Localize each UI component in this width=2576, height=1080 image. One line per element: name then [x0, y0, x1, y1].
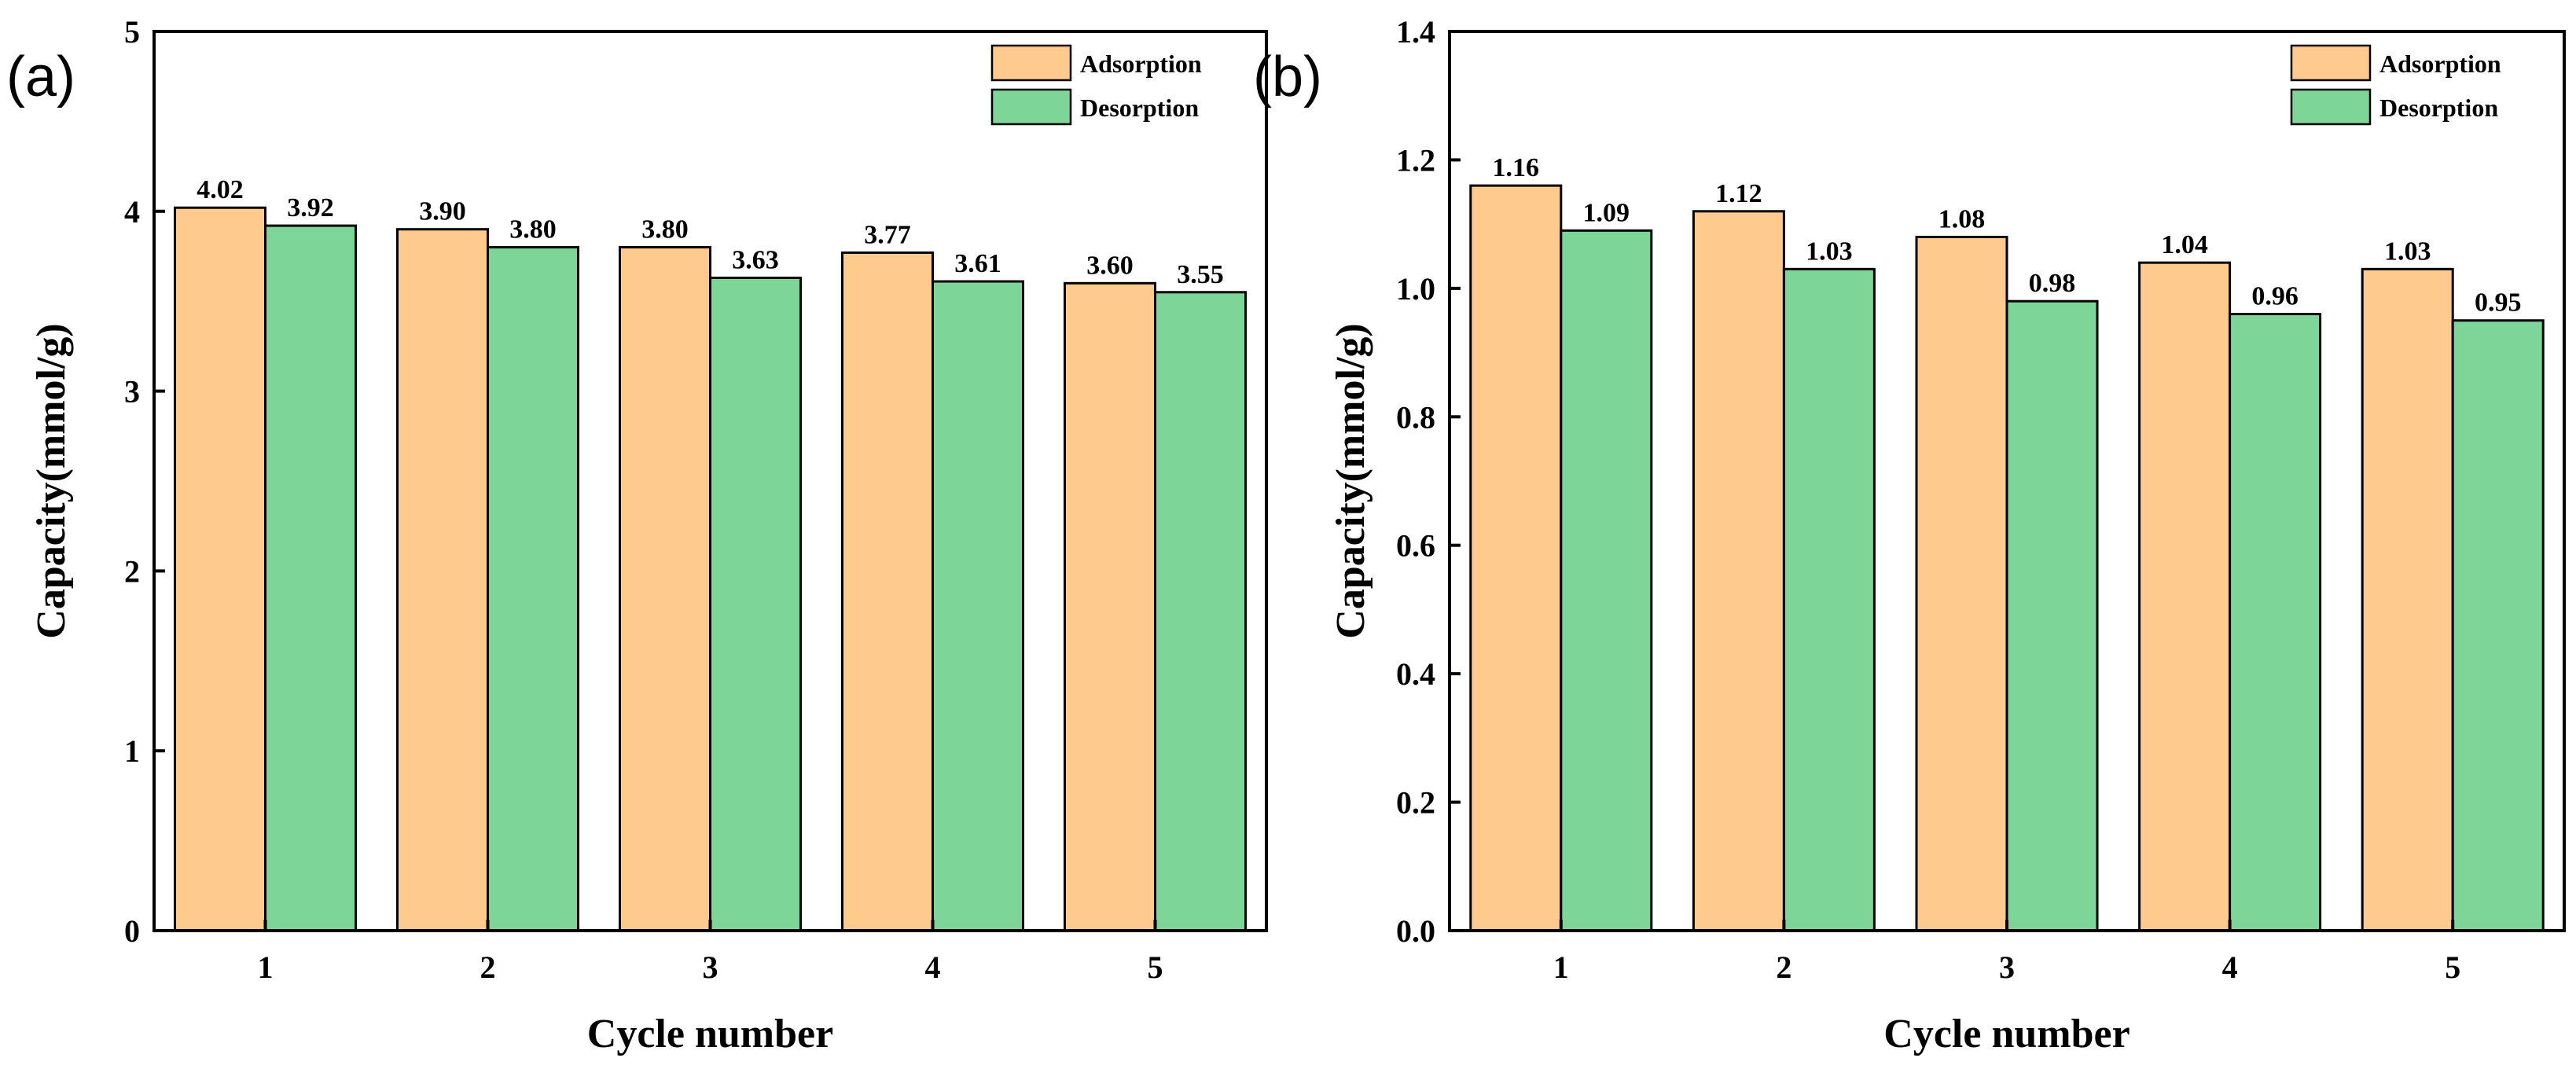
bar-desorption-cycle-4 — [932, 280, 1024, 932]
legend-swatch-desorption — [990, 88, 1072, 126]
legend-label-desorption: Desorption — [2379, 94, 2498, 122]
y-tick-label: 0.4 — [1396, 656, 1435, 692]
panel-label: (b) — [1253, 46, 1322, 108]
data-label-adsorption-cycle-4: 1.04 — [2161, 230, 2208, 259]
data-label-desorption-cycle-3: 3.63 — [732, 245, 779, 274]
bar-desorption-cycle-1 — [264, 224, 357, 932]
bar-adsorption-cycle-2 — [396, 228, 489, 932]
bar-desorption-cycle-5 — [1154, 291, 1247, 932]
y-axis-title: Capacity(mmol/g) — [29, 323, 74, 638]
y-tick-label: 0.8 — [1396, 399, 1435, 435]
bar-desorption-cycle-2 — [487, 246, 579, 932]
y-tick-label: 5 — [124, 14, 140, 50]
data-label-adsorption-cycle-3: 3.80 — [641, 215, 689, 244]
bar-adsorption-cycle-5 — [1064, 281, 1156, 932]
y-tick-label: 4 — [124, 194, 140, 230]
y-tick-label: 1.2 — [1396, 142, 1435, 178]
data-label-adsorption-cycle-4: 3.77 — [864, 220, 911, 249]
y-tick-label: 3 — [124, 374, 140, 410]
data-label-desorption-cycle-4: 3.61 — [954, 249, 1001, 278]
bar-desorption-cycle-3 — [2005, 299, 2099, 932]
data-label-desorption-cycle-5: 0.95 — [2475, 288, 2522, 318]
bar-desorption-cycle-1 — [1560, 229, 1653, 932]
data-label-adsorption-cycle-2: 3.90 — [419, 197, 466, 226]
x-axis-title: Cycle number — [1883, 1012, 2130, 1056]
bar-adsorption-cycle-5 — [2361, 267, 2454, 932]
y-tick-label: 0.6 — [1396, 528, 1435, 564]
x-tick-label: 5 — [2445, 950, 2460, 985]
bar-adsorption-cycle-4 — [2138, 261, 2232, 932]
bar-adsorption-cycle-1 — [1469, 184, 1563, 932]
bar-adsorption-cycle-4 — [841, 251, 934, 932]
data-label-adsorption-cycle-5: 1.03 — [2384, 237, 2431, 266]
legend-swatch-adsorption — [2290, 44, 2372, 82]
chart-panel-b: (b)1.161.121.081.04 1.031.091.030.98 0.96 0… — [1253, 14, 2566, 1056]
x-tick-label: 3 — [1999, 950, 2015, 985]
y-tick-label: 0.0 — [1396, 913, 1435, 949]
x-tick-label: 4 — [2222, 950, 2238, 985]
x-tick-label: 2 — [480, 950, 496, 985]
legend-swatch-adsorption — [990, 44, 1072, 82]
x-tick-label: 1 — [258, 950, 274, 985]
legend-swatch-desorption — [2290, 88, 2372, 126]
bar-adsorption-cycle-3 — [619, 246, 711, 932]
panel-label: (a) — [6, 46, 75, 108]
x-tick-label: 4 — [925, 950, 941, 985]
bar-desorption-cycle-2 — [1782, 267, 1876, 932]
legend-label-adsorption: Adsorption — [1080, 50, 1202, 78]
bar-desorption-cycle-3 — [709, 276, 802, 932]
y-tick-label: 2 — [124, 553, 140, 589]
data-label-adsorption-cycle-2: 1.12 — [1715, 179, 1762, 208]
x-tick-label: 3 — [703, 950, 718, 985]
bar-desorption-cycle-5 — [2451, 319, 2545, 932]
data-label-desorption-cycle-1: 1.09 — [1583, 198, 1630, 227]
data-label-desorption-cycle-2: 1.03 — [1806, 237, 1853, 266]
data-label-desorption-cycle-1: 3.92 — [287, 193, 334, 222]
bar-desorption-cycle-4 — [2229, 313, 2322, 932]
y-tick-label: 1.4 — [1396, 14, 1435, 50]
data-label-desorption-cycle-4: 0.96 — [2251, 282, 2299, 311]
data-label-adsorption-cycle-1: 4.02 — [197, 175, 244, 204]
data-label-desorption-cycle-5: 3.55 — [1177, 260, 1224, 289]
data-label-desorption-cycle-2: 3.80 — [509, 215, 557, 244]
y-tick-label: 1.0 — [1396, 271, 1435, 307]
legend-label-adsorption: Adsorption — [2379, 50, 2501, 78]
y-tick-label: 0 — [124, 913, 140, 949]
bar-adsorption-cycle-1 — [174, 206, 266, 932]
y-tick-label: 1 — [124, 733, 140, 769]
data-label-adsorption-cycle-1: 1.16 — [1493, 153, 1540, 182]
y-axis-title: Capacity(mmol/g) — [1328, 323, 1373, 638]
data-label-adsorption-cycle-3: 1.08 — [1938, 204, 1986, 233]
x-tick-label: 1 — [1553, 950, 1569, 985]
x-tick-label: 2 — [1776, 950, 1791, 985]
x-axis-title: Cycle number — [587, 1012, 833, 1056]
data-label-desorption-cycle-3: 0.98 — [2029, 269, 2076, 298]
y-tick-label: 0.2 — [1396, 785, 1435, 821]
bar-adsorption-cycle-2 — [1692, 210, 1785, 932]
legend-label-desorption: Desorption — [1080, 94, 1199, 122]
bar-adsorption-cycle-3 — [1915, 235, 2008, 932]
data-label-adsorption-cycle-5: 3.60 — [1086, 251, 1134, 280]
x-tick-label: 5 — [1148, 950, 1163, 985]
chart-panel-a: (a) 4.02 3.90 3.80 3.77 3.60 3.92 3.80 3.63 3.61 3… — [6, 14, 1268, 1056]
